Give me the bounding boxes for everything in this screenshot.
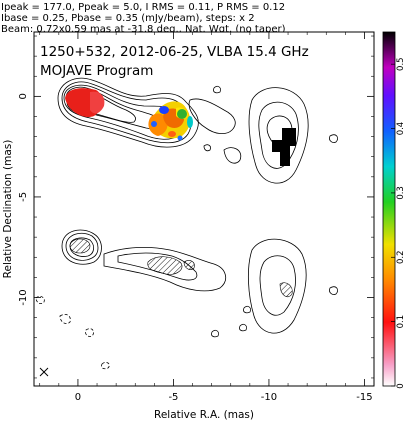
colorbar [382, 31, 396, 387]
x-tick-label: 0 [75, 392, 81, 403]
header-line-3: Beam: 0.72x0.59 mas at -31.8 deg., Nat. … [1, 24, 286, 35]
polarization-colormap [65, 88, 296, 166]
evpa-hatching [69, 238, 293, 297]
plot-subtitle: MOJAVE Program [40, 63, 153, 79]
x-axis-label: Relative R.A. (mas) [154, 409, 254, 421]
plot-title: 1250+532, 2012-06-25, VLBA 15.4 GHz [40, 44, 309, 60]
y-axis-label: Relative Declination (mas) [2, 140, 14, 279]
colorbar-tick-label: 0.2 [396, 251, 406, 265]
y-axis: 0 -5 -10 [18, 35, 374, 379]
colorbar-tick-label: 0.3 [396, 186, 406, 200]
colorbar-tick-label: 0 [396, 383, 406, 388]
header-line-1: Ipeak = 177.0, Ppeak = 5.0, I RMS = 0.11… [1, 2, 285, 13]
lower-contours [35, 229, 338, 370]
x-tick-label: -5 [168, 392, 178, 403]
x-tick-label: -15 [356, 392, 372, 403]
y-tick-label: 0 [18, 93, 29, 99]
colorbar-tick-label: 0.4 [396, 122, 406, 136]
y-tick-label: -10 [18, 289, 29, 305]
colorbar-tick-label: 0.5 [396, 57, 406, 71]
y-tick-label: -5 [18, 192, 29, 202]
x-tick-label: -10 [261, 392, 277, 403]
beam-marker [39, 367, 49, 377]
header-line-2: Ibase = 0.25, Pbase = 0.35 (mJy/beam), s… [1, 13, 255, 24]
colorbar-ticks: 0 0.1 0.2 0.3 0.4 0.5 [391, 57, 406, 389]
colorbar-tick-label: 0.1 [396, 315, 406, 329]
x-axis: 0 -5 -10 -15 [39, 32, 373, 403]
plot-content [35, 77, 338, 377]
